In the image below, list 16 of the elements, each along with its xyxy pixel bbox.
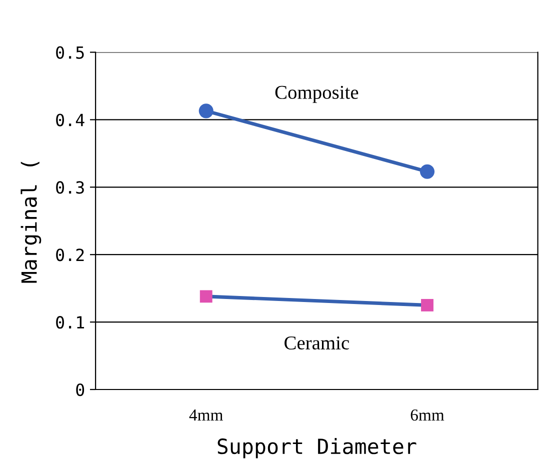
x-tick-label: 4mm	[189, 410, 223, 421]
point	[420, 164, 435, 179]
y-tick-label: 0.2	[56, 248, 84, 262]
y-tick-label: 0	[76, 384, 84, 396]
point	[198, 104, 214, 118]
series-label: Ceramic	[284, 336, 350, 350]
point	[421, 298, 434, 312]
y-tick-label: 0.4	[56, 114, 84, 126]
y-axis-title: Marginal (	[20, 162, 42, 283]
point	[200, 290, 212, 303]
y-tick-label: 0.1	[56, 316, 84, 329]
y-tick-label: 0.5	[56, 46, 84, 59]
series-label: Composite	[275, 86, 358, 103]
x-tick-label: 6mm	[410, 409, 444, 421]
y-tick-label: 0.3	[56, 181, 84, 194]
x-axis-title: Support Diameter	[218, 438, 416, 458]
